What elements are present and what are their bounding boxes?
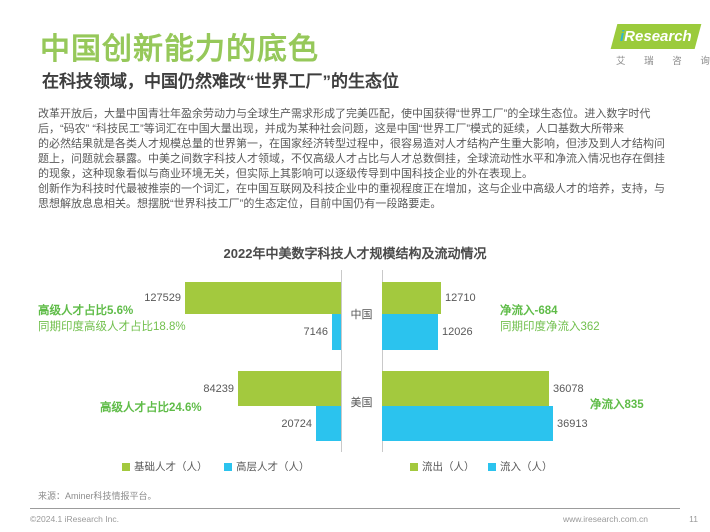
legend-swatch-icon	[488, 462, 496, 471]
chart-annotation-us-left-main: 高级人才占比24.6%	[100, 402, 202, 414]
bar-senior-talent-1	[316, 406, 341, 441]
body-paragraph-2: 创新作为科技时代最被推崇的一个词汇，在中国互联网及科技企业中的重视程度正在增加，…	[38, 183, 665, 210]
bar-senior-talent-0	[332, 314, 341, 350]
footer-divider	[30, 508, 680, 509]
legend-label: 流出（人）	[422, 461, 475, 473]
legend-item-0: 基础人才（人）	[122, 459, 208, 474]
chart-annotation-us-right-main: 净流入835	[590, 399, 644, 411]
bar-value-label: 20724	[281, 417, 312, 430]
logo-wordmark: iResearch	[620, 28, 692, 45]
legend-label: 基础人才（人）	[134, 461, 208, 473]
bar-value-label: 36913	[557, 417, 588, 430]
source-note: 来源：Aminer科技情报平台。	[38, 491, 157, 501]
page-title: 中国创新能力的底色	[40, 33, 319, 66]
legend-swatch-icon	[410, 462, 418, 471]
legend-swatch-icon	[122, 462, 130, 471]
legend-swatch-icon	[224, 462, 232, 471]
chart-annotation-cn-left-main: 高级人才占比5.6%	[38, 305, 134, 317]
group-label-1: 美国	[350, 397, 373, 409]
iresearch-logo: iResearch 艾 瑞 咨 询	[606, 24, 710, 67]
legend-item-1: 高层人才（人）	[224, 459, 310, 474]
group-label-0: 中国	[350, 309, 373, 321]
chart-annotation-cn-right-sub: 同期印度净流入362	[500, 321, 600, 333]
bar-value-label: 84239	[203, 382, 234, 395]
chart-annotation-cn-left-sub: 同期印度高级人才占比18.8%	[38, 321, 186, 333]
bar-inflow-0	[382, 314, 438, 350]
legend-item-3: 流入（人）	[488, 459, 553, 474]
chart-annotation-cn-right-main: 净流入-684	[500, 305, 558, 317]
legend-item-2: 流出（人）	[410, 459, 475, 474]
page-subtitle: 在科技领域，中国仍然难改“世界工厂”的生态位	[42, 72, 399, 91]
right-axis-line	[382, 270, 383, 452]
logo-chinese-name: 艾 瑞 咨 询	[616, 56, 710, 67]
body-text-block: 改革开放后，大量中国青壮年盈余劳动力与全球生产需求形成了完美匹配，使中国获得“世…	[38, 107, 690, 212]
body-paragraph-1: 改革开放后，大量中国青壮年盈余劳动力与全球生产需求形成了完美匹配，使中国获得“世…	[38, 108, 665, 180]
bar-value-label: 7146	[303, 326, 328, 338]
left-axis-line	[341, 270, 342, 452]
bar-value-label: 36078	[553, 382, 584, 395]
bar-basic-talent-0	[185, 282, 341, 314]
butterfly-chart: 127529 84239 7146 20724 12710 36078 12026 36913…	[30, 268, 680, 483]
website-link[interactable]: www.iresearch.com.cn	[562, 514, 648, 524]
page-number: 11	[689, 514, 698, 524]
bar-value-label: 12710	[445, 292, 476, 304]
bar-value-label: 127529	[144, 292, 181, 304]
bar-basic-talent-1	[238, 371, 341, 406]
bar-outflow-0	[382, 282, 441, 314]
bar-inflow-1	[382, 406, 553, 441]
chart-title: 2022年中美数字科技人才规模结构及流动情况	[223, 246, 487, 261]
bar-value-label: 12026	[442, 326, 473, 338]
logo-band: iResearch	[610, 24, 702, 49]
bar-outflow-1	[382, 371, 549, 406]
legend-label: 高层人才（人）	[236, 461, 310, 473]
copyright-text: ©2024.1 iResearch Inc.	[30, 514, 119, 524]
legend-label: 流入（人）	[500, 461, 553, 473]
logo-wordmark-rest: Research	[624, 28, 692, 45]
